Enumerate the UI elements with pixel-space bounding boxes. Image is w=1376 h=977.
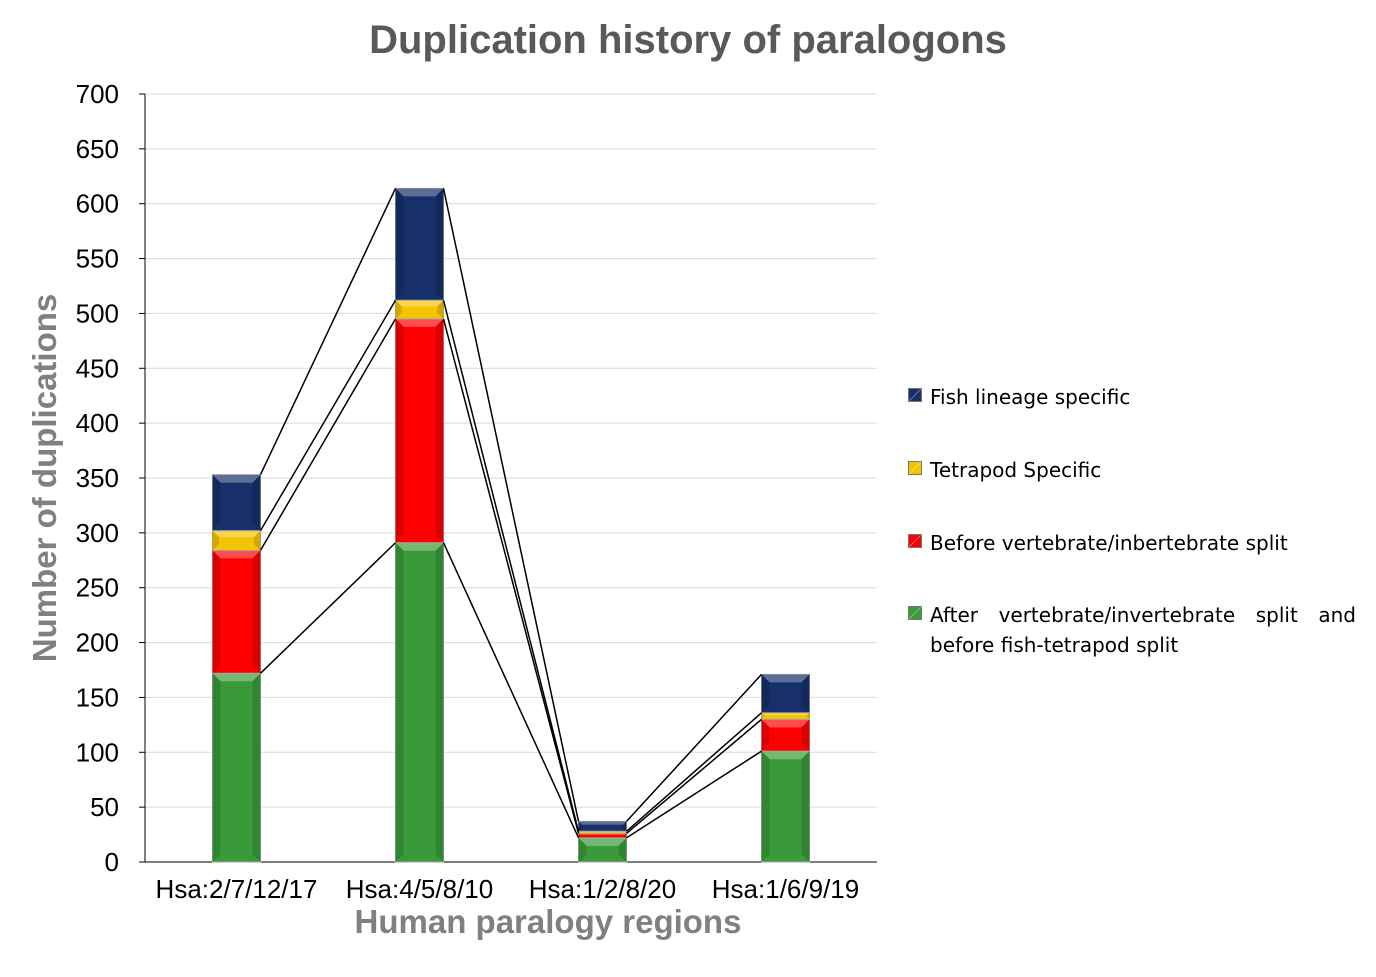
- x-axis-label: Human paralogy regions: [354, 903, 742, 940]
- bar-bevel-top: [761, 674, 810, 683]
- legend-swatch: [908, 461, 922, 475]
- bar-bevel-right: [437, 300, 444, 319]
- bar-bevel-top: [761, 719, 810, 728]
- bar-bevel-right: [435, 542, 444, 862]
- bar-bevel-right: [252, 673, 261, 862]
- series-connector-line: [259, 299, 397, 532]
- y-tick-label: 150: [76, 682, 119, 712]
- series-connector-line: [442, 318, 580, 834]
- y-tick-label: 600: [76, 189, 119, 219]
- bar-bevel-left: [212, 550, 221, 674]
- bar-bevel-top: [395, 318, 444, 327]
- legend-label: Tetrapod Specific: [930, 458, 1102, 482]
- legend-swatch: [908, 534, 922, 548]
- bar-bevel-left: [395, 318, 404, 543]
- y-tick-label: 100: [76, 737, 119, 767]
- bar-bevel-top: [578, 837, 627, 846]
- bar-bevel-left: [395, 300, 402, 319]
- bar-bevel-left: [212, 673, 221, 862]
- y-tick-label: 400: [76, 408, 119, 438]
- bar-bevel-top: [761, 712, 810, 715]
- bar-bevel-right: [435, 318, 444, 543]
- y-tick-label: 650: [76, 134, 119, 164]
- y-tick-label: 200: [76, 628, 119, 658]
- series-connector-line: [625, 673, 763, 822]
- bar-bevel-left: [212, 474, 221, 531]
- bar-bevel-left: [761, 719, 770, 752]
- series-connector-line: [442, 300, 580, 832]
- legend-label: After vertebrate/invertebrate split and …: [930, 603, 1356, 657]
- legend-label: Before vertebrate/inbertebrate split: [930, 531, 1288, 555]
- bar-bevel-right: [252, 474, 261, 531]
- legend-item: After vertebrate/invertebrate split and …: [908, 600, 1356, 660]
- y-tick-label: 550: [76, 244, 119, 274]
- legend-label: Fish lineage specific: [930, 385, 1131, 409]
- y-tick-label: 0: [105, 847, 119, 877]
- y-tick-label: 450: [76, 353, 119, 383]
- legend-item: Before vertebrate/inbertebrate split: [908, 528, 1356, 558]
- series-connector-line: [442, 188, 580, 822]
- bar-bevel-left: [578, 837, 587, 862]
- x-tick-label: Hsa:2/7/12/17: [156, 874, 318, 904]
- bar-bevel-left: [578, 821, 582, 832]
- bar-bevel-top: [578, 821, 627, 825]
- series-connector-line: [442, 542, 580, 839]
- bar-bevel-left: [761, 674, 770, 713]
- series-connector-line: [259, 318, 397, 551]
- series-connector-line: [259, 542, 397, 674]
- bar-bevel-right: [801, 719, 810, 752]
- bar-bevel-right: [801, 751, 810, 862]
- bar-bevel-right: [253, 530, 261, 551]
- bar-bevel-left: [761, 712, 764, 720]
- y-tick-label: 500: [76, 298, 119, 328]
- bar-bevel-left: [578, 833, 580, 838]
- x-tick-label: Hsa:4/5/8/10: [346, 874, 493, 904]
- x-tick-label: Hsa:1/2/8/20: [529, 874, 676, 904]
- bar-bevel-right: [623, 821, 627, 832]
- bar-bevel-right: [625, 833, 627, 838]
- y-tick-label: 300: [76, 518, 119, 548]
- series-connector-line: [626, 712, 762, 832]
- bar-bevel-left: [395, 542, 404, 862]
- chart-title: Duplication history of paralogons: [369, 18, 1007, 62]
- bar-bevel-right: [618, 837, 627, 862]
- bar-bevel-top: [395, 300, 444, 307]
- series-connector-line: [626, 750, 762, 839]
- series-connector-line: [259, 188, 397, 476]
- bar-bevel-top: [212, 474, 261, 483]
- bar-bevel-right: [801, 674, 810, 713]
- bar-bevel-right: [807, 712, 810, 720]
- y-tick-label: 350: [76, 463, 119, 493]
- bar-bevel-top: [212, 673, 261, 682]
- bar-bevel-top: [212, 530, 261, 538]
- x-tick-label: Hsa:1/6/9/19: [712, 874, 859, 904]
- legend-swatch: [908, 388, 922, 402]
- bar-bevel-left: [761, 751, 770, 862]
- bar-bevel-top: [395, 542, 444, 551]
- legend-item: Tetrapod Specific: [908, 455, 1356, 485]
- bar-bevel-right: [435, 188, 444, 301]
- y-axis-label: Number of duplications: [26, 293, 63, 663]
- y-tick-label: 50: [90, 792, 119, 822]
- bar-bevel-top: [761, 751, 810, 760]
- series-connector-line: [626, 718, 762, 835]
- y-tick-label: 700: [76, 79, 119, 109]
- bar-bevel-left: [395, 188, 404, 301]
- bar-bevel-right: [252, 550, 261, 674]
- y-tick-label: 250: [76, 573, 119, 603]
- legend-swatch: [908, 606, 922, 620]
- legend-item: Fish lineage specific: [908, 382, 1356, 412]
- bar-bevel-top: [212, 550, 261, 559]
- bar-bevel-top: [395, 188, 444, 197]
- bar-bevel-left: [212, 530, 220, 551]
